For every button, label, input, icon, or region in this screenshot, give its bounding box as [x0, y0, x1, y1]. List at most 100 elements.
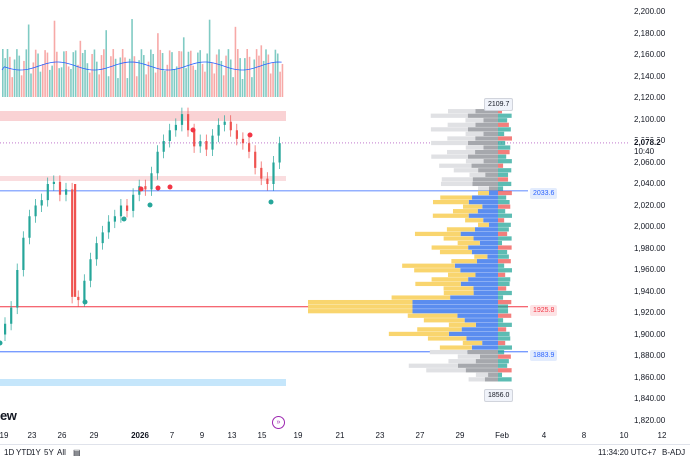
- volume-bar: [246, 49, 248, 97]
- volume-bar: [65, 51, 68, 97]
- range-5y-button[interactable]: 5Y: [44, 448, 54, 457]
- time-tick-label: 13: [227, 431, 237, 440]
- volume-profile-bar-down: [465, 159, 484, 164]
- delta-bar: [498, 122, 509, 127]
- candle-body: [272, 162, 275, 184]
- candle-body: [180, 114, 184, 125]
- volume-bar: [58, 68, 60, 97]
- volume-bar: [84, 49, 86, 97]
- scroll-to-realtime-button[interactable]: »: [272, 416, 285, 429]
- delta-bar: [498, 372, 503, 377]
- candle-body: [168, 130, 171, 141]
- volume-profile-bar-up: [448, 331, 498, 337]
- volume-bar: [140, 49, 143, 97]
- signal-dot: [167, 184, 173, 190]
- volume-bar: [49, 69, 51, 97]
- delta-bar: [498, 168, 512, 173]
- price-tick-label: 2,140.00: [634, 71, 666, 81]
- volume-bar: [279, 71, 281, 97]
- range-1d-button[interactable]: 1D: [4, 448, 15, 457]
- volume-bar: [60, 67, 63, 97]
- volume-profile-bar-down: [429, 349, 468, 355]
- delta-bar: [498, 272, 506, 277]
- time-tick-label: 21: [335, 431, 345, 440]
- volume-bar: [201, 64, 204, 97]
- volume-profile-bar-up: [473, 290, 498, 296]
- delta-bar: [498, 231, 508, 237]
- delta-bar: [498, 254, 509, 259]
- range-all-button[interactable]: All: [57, 448, 66, 457]
- volume-profile-bar-down: [417, 327, 462, 332]
- volume-profile-bar-down: [474, 254, 488, 259]
- volume-bar: [260, 45, 263, 97]
- delta-bar: [498, 322, 512, 327]
- bar-countdown: 10:40: [634, 146, 655, 156]
- date-range-calendar-icon[interactable]: ▤: [73, 448, 81, 457]
- current-price-label: 2,078.2: [634, 137, 661, 147]
- range-ytd-button[interactable]: YTD: [16, 448, 32, 457]
- delta-bar: [498, 140, 506, 146]
- volume-profile-bar-up: [461, 327, 498, 332]
- volume-profile-bar-down: [431, 245, 469, 250]
- delta-bar: [498, 318, 504, 323]
- delta-bar: [498, 118, 508, 123]
- volume-bar: [23, 60, 25, 97]
- candle-body: [52, 181, 55, 184]
- volume-profile-bar-up: [489, 186, 498, 191]
- volume-profile-bar-up: [464, 318, 498, 323]
- time-tick-label: 8: [581, 431, 587, 440]
- volume-bar: [105, 30, 107, 97]
- clock-readout[interactable]: 11:34:20 UTC+7: [598, 448, 657, 457]
- volume-profile-bar-up: [467, 154, 498, 159]
- volume-bar: [192, 65, 194, 97]
- volume-bar: [133, 56, 136, 97]
- volume-profile-bar-down: [448, 109, 476, 114]
- price-axis[interactable]: 2,200.00 2,180.00 2,160.00 2,140.00 2,120.00…: [628, 0, 690, 440]
- volume-bar: [255, 49, 258, 97]
- candle-body: [77, 296, 80, 301]
- volume-profile-bar-up: [478, 168, 498, 173]
- delta-bar: [498, 127, 511, 132]
- volume-bar: [237, 49, 239, 97]
- volume-bar: [63, 51, 65, 97]
- adjustment-toggle[interactable]: B-ADJ: [662, 448, 686, 457]
- volume-bar: [88, 72, 91, 97]
- candle-body: [211, 135, 214, 150]
- volume-profile-bar-up: [475, 149, 498, 155]
- volume-profile-bar-up: [467, 140, 498, 146]
- volume-bar: [70, 69, 72, 97]
- range-1y-button[interactable]: 1Y: [31, 448, 41, 457]
- volume-bar: [244, 58, 246, 97]
- time-tick-label: 19: [293, 431, 303, 440]
- volume-profile-bar-up: [468, 213, 498, 218]
- volume-profile-bar-down: [453, 168, 479, 173]
- delta-bar: [498, 131, 505, 137]
- volume-bar: [194, 69, 197, 97]
- volume-profile-bar-up: [479, 354, 498, 359]
- volume-bar: [44, 50, 46, 97]
- mid-zone-band: [0, 176, 286, 181]
- delta-bar: [498, 163, 504, 168]
- volume-profile-bar-down: [443, 236, 474, 241]
- tradingview-logo-fragment: ew: [0, 408, 17, 423]
- time-tick-label: 29: [455, 431, 465, 440]
- candle-body: [144, 186, 147, 190]
- volume-profile-bar-up: [471, 345, 498, 350]
- volume-bar: [143, 55, 145, 97]
- price-tick-label: 2,100.00: [634, 114, 666, 124]
- candle-body: [83, 280, 86, 301]
- volume-bar: [46, 52, 49, 97]
- volume-profile-bar-up: [412, 304, 498, 309]
- volume-bar: [98, 74, 100, 97]
- delta-bar: [498, 290, 512, 296]
- candle-body: [65, 189, 68, 195]
- volume-profile-bar-up: [483, 118, 498, 123]
- price-tick-label: 2,160.00: [634, 50, 666, 59]
- volume-bar: [20, 75, 23, 97]
- volume-bar: [215, 54, 218, 97]
- candle-body: [162, 141, 165, 152]
- volume-profile-bar-up: [450, 295, 498, 300]
- volume-bar: [16, 49, 18, 97]
- price-chart[interactable]: [0, 0, 690, 440]
